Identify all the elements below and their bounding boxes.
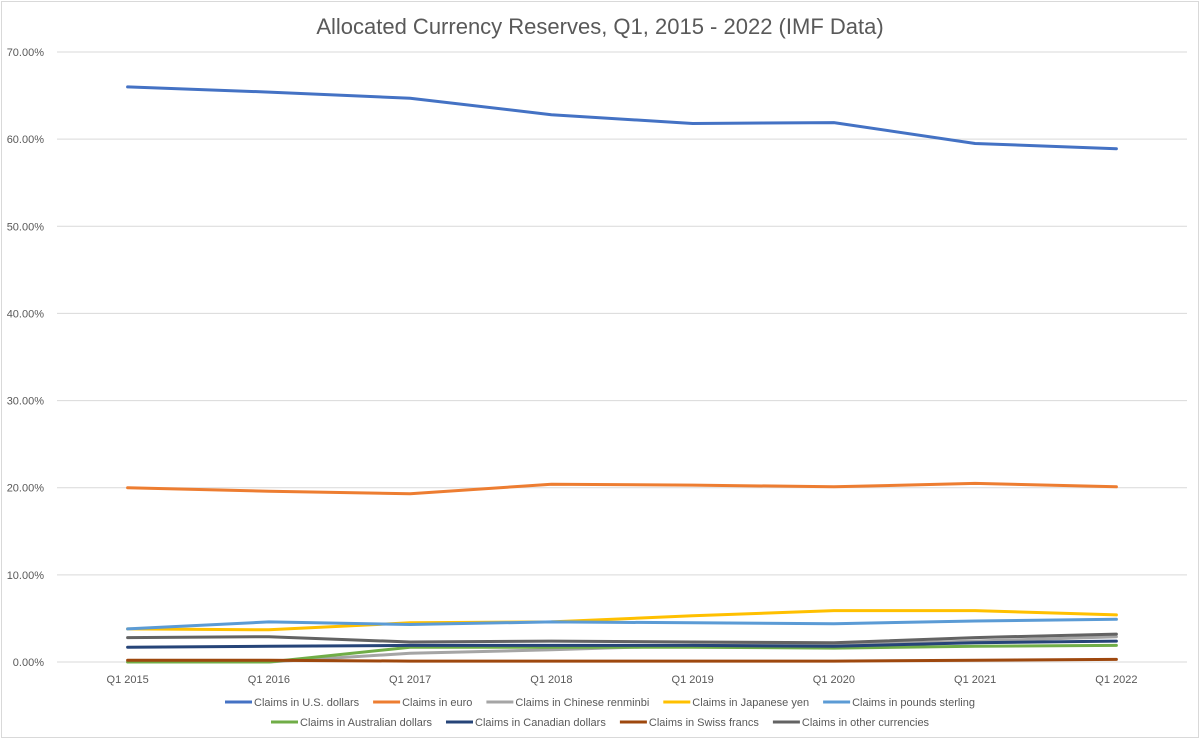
series-line-claims-in-japanese-yen <box>126 609 1118 632</box>
x-tick-label: Q1 2021 <box>954 674 996 686</box>
series-line-claims-in-pounds-sterling <box>126 617 1118 631</box>
y-tick-label: 30.00% <box>7 396 45 408</box>
y-tick-label: 10.00% <box>7 570 45 582</box>
series-line-claims-in-other-currencies <box>126 632 1118 645</box>
x-tick-label: Q1 2018 <box>530 674 572 686</box>
series-lines <box>126 85 1118 664</box>
y-tick-label: 20.00% <box>7 483 45 495</box>
series-line-claims-in-canadian-dollars <box>126 639 1118 649</box>
legend-item: Claims in Chinese renminbi <box>486 697 649 709</box>
y-tick-label: 70.00% <box>7 47 45 59</box>
legend-label: Claims in Australian dollars <box>300 717 433 729</box>
legend-label: Claims in Canadian dollars <box>475 717 606 729</box>
y-tick-label: 60.00% <box>7 134 45 146</box>
legend-item: Claims in pounds sterling <box>823 697 975 709</box>
legend-label: Claims in other currencies <box>802 717 930 729</box>
series-line-claims-in-euro <box>126 481 1118 496</box>
legend-item: Claims in Japanese yen <box>663 697 809 709</box>
legend-label: Claims in Chinese renminbi <box>515 697 649 709</box>
legend: Claims in U.S. dollars Claims in euro Clai… <box>225 697 975 729</box>
legend-item: Claims in Swiss francs <box>619 717 760 729</box>
chart-title: Allocated Currency Reserves, Q1, 2015 - … <box>316 14 883 39</box>
legend-label: Claims in euro <box>402 697 472 709</box>
y-axis-tick-labels: 0.00% 10.00% 20.00% 30.00% 40.00% 50.00% 60.00… <box>7 47 45 669</box>
legend-item: Claims in euro <box>373 697 472 709</box>
legend-label: Claims in U.S. dollars <box>254 697 360 709</box>
x-tick-label: Q1 2022 <box>1095 674 1137 686</box>
gridlines <box>57 51 1187 663</box>
x-tick-label: Q1 2019 <box>672 674 714 686</box>
legend-item: Claims in U.S. dollars <box>225 697 360 709</box>
legend-item: Claims in other currencies <box>772 717 930 729</box>
x-axis-tick-labels: Q1 2015 Q1 2016 Q1 2017 Q1 2018 Q1 2019 Q1 20… <box>107 674 1138 686</box>
series-line-claims-in-swiss-francs <box>126 657 1118 663</box>
legend-label: Claims in pounds sterling <box>852 697 975 709</box>
x-tick-label: Q1 2016 <box>248 674 290 686</box>
legend-label: Claims in Swiss francs <box>649 717 760 729</box>
y-tick-label: 0.00% <box>13 657 44 669</box>
series-line-claims-in-u-s-dollars <box>126 85 1118 151</box>
y-tick-label: 40.00% <box>7 308 45 320</box>
x-tick-label: Q1 2017 <box>389 674 431 686</box>
legend-item: Claims in Australian dollars <box>271 717 433 729</box>
x-tick-label: Q1 2020 <box>813 674 855 686</box>
legend-label: Claims in Japanese yen <box>692 697 809 709</box>
y-tick-label: 50.00% <box>7 221 45 233</box>
legend-item: Claims in Canadian dollars <box>446 717 606 729</box>
x-tick-label: Q1 2015 <box>107 674 149 686</box>
